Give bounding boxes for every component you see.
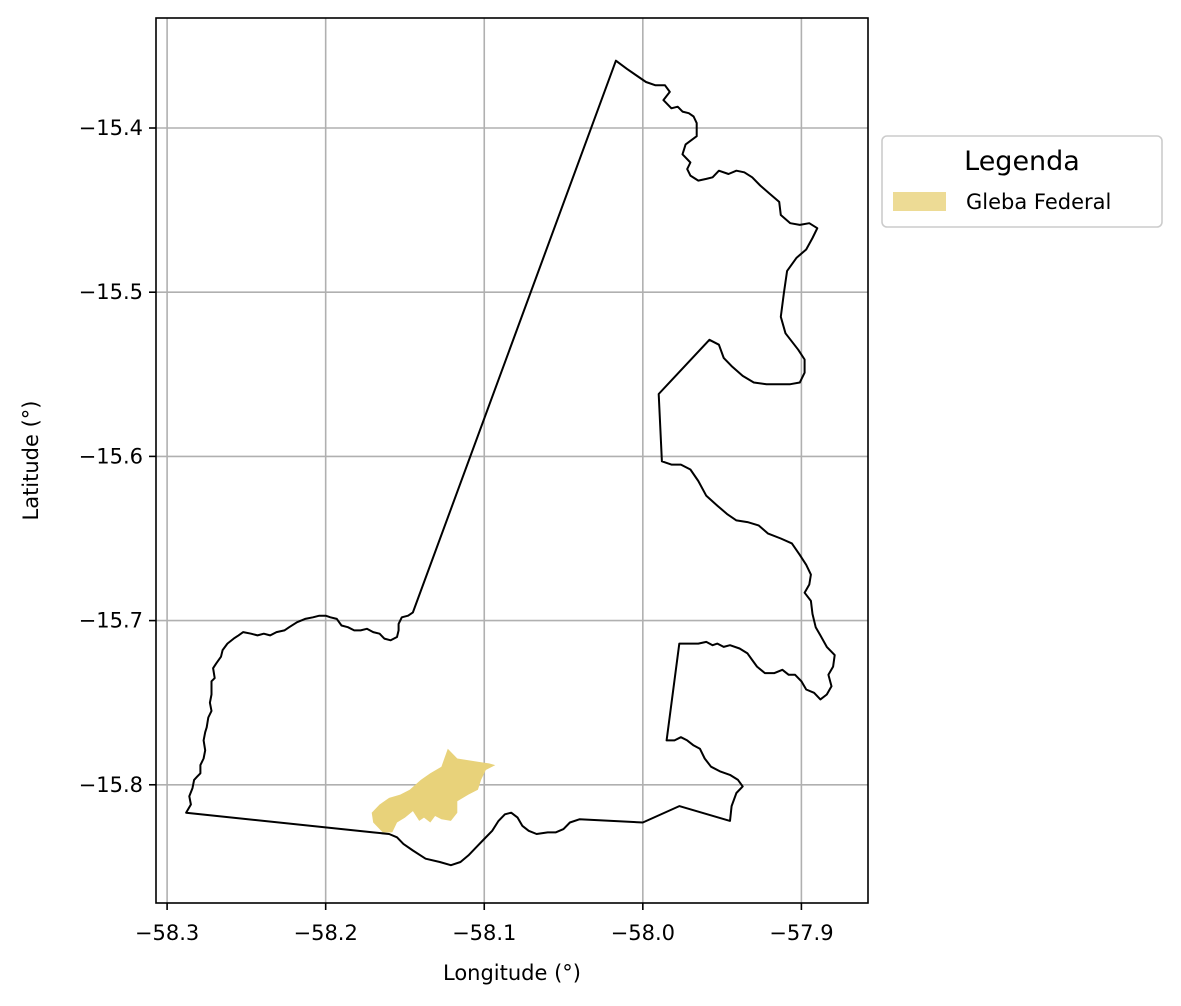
- x-tick-label: −58.0: [611, 921, 675, 945]
- axis-ticks: −58.3 −58.2 −58.1 −58.0 −57.9 −15.4 −15.5 −15.6…: [79, 116, 834, 945]
- legend-swatch-gleba-federal: [893, 192, 946, 211]
- x-axis-label: Longitude (°): [443, 961, 581, 985]
- y-tick-label: −15.5: [79, 280, 143, 304]
- x-tick-label: −58.3: [135, 921, 199, 945]
- y-tick-label: −15.6: [79, 444, 143, 468]
- y-axis-label: Latitude (°): [19, 401, 43, 521]
- legend: Legenda Gleba Federal: [881, 135, 1163, 228]
- x-tick-label: −58.1: [452, 921, 516, 945]
- legend-label-gleba-federal: Gleba Federal: [966, 190, 1111, 214]
- gleba-federal-polygon: [371, 748, 496, 833]
- plot-frame: [155, 17, 869, 904]
- y-tick-label: −15.7: [79, 609, 143, 633]
- municipality-boundary-polygon: [185, 59, 836, 867]
- legend-box: [881, 135, 1163, 228]
- map-layers: [185, 59, 836, 867]
- y-tick-label: −15.8: [79, 773, 143, 797]
- grid: [156, 18, 868, 903]
- y-tick-label: −15.4: [79, 116, 143, 140]
- x-tick-label: −57.9: [769, 921, 833, 945]
- legend-title: Legenda: [964, 146, 1080, 177]
- x-tick-label: −58.2: [293, 921, 357, 945]
